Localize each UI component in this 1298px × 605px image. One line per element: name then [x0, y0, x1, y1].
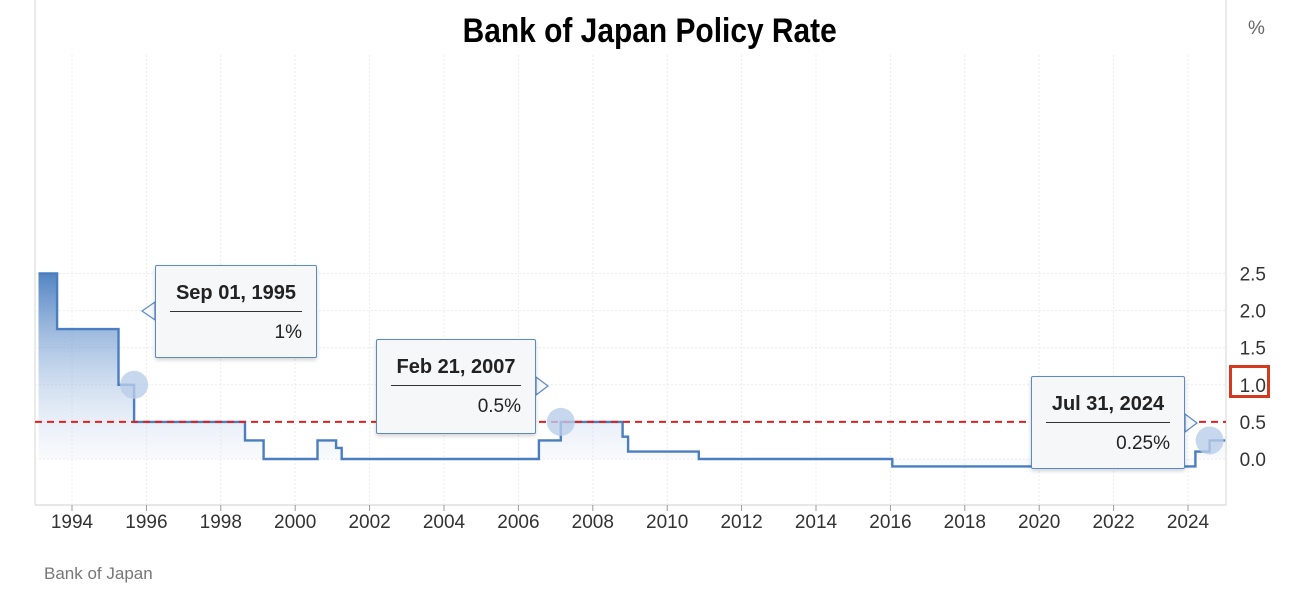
annotation-value: 1% [274, 322, 302, 343]
annotation-marker [546, 407, 575, 436]
x-tick-label: 2018 [944, 512, 986, 533]
series-line [38, 272, 1226, 468]
x-tick-label: 1996 [125, 512, 167, 533]
chart-source[interactable]: Bank of Japan [44, 564, 153, 583]
tooltip-arrow [535, 375, 549, 397]
annotation-value: 0.25% [1116, 433, 1170, 454]
annotation-date: Feb 21, 2007 [391, 356, 521, 386]
tooltip-arrow [1184, 412, 1198, 434]
x-tick-label: 2002 [348, 512, 390, 533]
y-axis-unit: % [1248, 18, 1265, 39]
annotation-marker [120, 370, 149, 399]
annotation-tooltip: Jul 31, 2024 0.25% [1031, 376, 1185, 469]
chart-title: Bank of Japan Policy Rate [462, 12, 837, 50]
x-tick-label: 1994 [51, 512, 94, 533]
y-tick-label: 1.5 [1240, 339, 1266, 360]
y-tick-label: 2.0 [1240, 302, 1266, 323]
x-tick-label: 2006 [497, 512, 539, 533]
annotation-tooltip: Feb 21, 2007 0.5% [376, 339, 536, 434]
highlighted-tick-box [1229, 365, 1270, 398]
y-tick-label: 0.5 [1240, 413, 1266, 434]
x-tick-label: 2012 [720, 512, 762, 533]
annotation-date: Sep 01, 1995 [170, 282, 302, 312]
annotation-value: 0.5% [477, 396, 521, 417]
x-tick-label: 2022 [1092, 512, 1134, 533]
x-tick-label: 2000 [274, 512, 316, 533]
annotation-tooltip: Sep 01, 1995 1% [155, 265, 317, 358]
x-tick-label: 2014 [795, 512, 838, 533]
x-tick-label: 2008 [572, 512, 614, 533]
y-tick-label: 2.5 [1240, 265, 1266, 286]
annotation-date: Jul 31, 2024 [1046, 393, 1170, 423]
x-tick-label: 2016 [869, 512, 911, 533]
tooltip-arrow [140, 300, 156, 322]
x-tick-label: 2010 [646, 512, 688, 533]
x-tick-label: 2004 [423, 512, 466, 533]
x-tick-label: 2020 [1018, 512, 1060, 533]
x-tick-label: 1998 [200, 512, 242, 533]
y-tick-label: 1.0 [1240, 376, 1266, 397]
y-tick-label: 0.0 [1240, 450, 1266, 471]
series-area [38, 273, 1226, 467]
annotation-marker [1195, 426, 1224, 455]
x-tick-label: 2024 [1167, 512, 1210, 533]
